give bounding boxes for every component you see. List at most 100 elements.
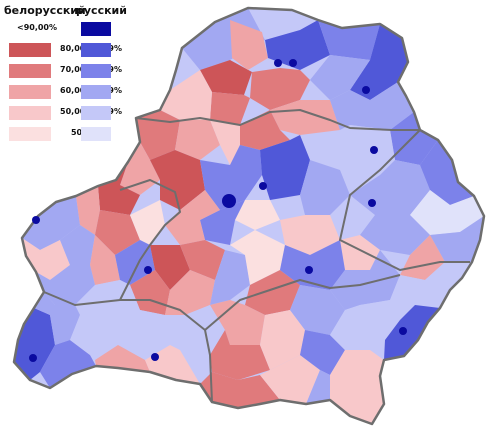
district — [430, 216, 484, 262]
district — [95, 210, 140, 255]
district — [330, 300, 400, 350]
district — [75, 280, 140, 320]
legend-heading-belarusian: белорусский — [4, 4, 86, 17]
legend-row: 50,00%< — [0, 127, 170, 143]
district — [120, 142, 160, 195]
district — [318, 20, 380, 60]
district — [310, 55, 370, 100]
region-border — [204, 274, 401, 331]
legend-swatch-russian — [81, 22, 111, 36]
district — [330, 125, 395, 175]
district — [90, 235, 120, 285]
legend-swatch-russian — [81, 106, 111, 120]
district — [165, 190, 220, 245]
legend-row: 60,00-69,99% — [0, 85, 170, 101]
district — [40, 340, 96, 388]
city-marker — [274, 59, 282, 67]
region-border — [135, 109, 420, 131]
district — [182, 8, 265, 70]
district — [200, 145, 262, 210]
legend-swatch-russian — [81, 85, 111, 99]
city-marker — [144, 266, 152, 274]
legend-row: 80,00-89,99% — [0, 43, 170, 59]
district — [230, 230, 285, 285]
city-marker — [32, 216, 40, 224]
district — [180, 240, 225, 280]
legend-swatch-belarusian — [9, 127, 51, 141]
district — [280, 215, 340, 255]
city-marker — [29, 354, 37, 362]
district — [98, 162, 140, 215]
district — [245, 270, 300, 315]
region-border — [339, 129, 470, 271]
district — [270, 100, 340, 135]
district — [300, 160, 350, 215]
legend-heading-russian: русский — [76, 4, 127, 17]
district — [150, 150, 205, 210]
district — [175, 120, 220, 160]
district — [384, 305, 440, 360]
legend-swatch-russian — [81, 43, 111, 57]
district — [280, 240, 345, 290]
district — [130, 200, 165, 245]
district — [200, 372, 280, 408]
district — [360, 215, 430, 255]
district — [210, 120, 240, 165]
district — [260, 135, 310, 200]
legend-row: 70,00-79,99% — [0, 64, 170, 80]
district — [60, 225, 95, 265]
city-marker — [362, 86, 370, 94]
district — [160, 70, 212, 120]
district — [330, 350, 384, 424]
city-marker — [151, 353, 159, 361]
legend-swatch-belarusian — [9, 64, 51, 78]
district — [306, 370, 330, 404]
district — [330, 82, 414, 130]
city-marker — [259, 182, 267, 190]
district — [250, 68, 310, 110]
district — [235, 200, 280, 230]
district — [390, 262, 472, 308]
region-border — [43, 179, 181, 306]
district — [76, 186, 100, 235]
region-borders — [43, 109, 470, 403]
district — [34, 292, 80, 345]
district — [260, 310, 305, 370]
city-markers — [29, 59, 407, 362]
district — [200, 200, 245, 245]
city-marker — [305, 266, 313, 274]
legend-swatch-belarusian — [9, 106, 51, 120]
district — [265, 20, 330, 70]
country-border — [12, 6, 486, 426]
district — [210, 250, 250, 305]
district — [22, 238, 70, 280]
district — [230, 20, 268, 70]
district — [22, 196, 80, 250]
city-marker — [289, 59, 297, 67]
legend-swatch-belarusian — [9, 43, 51, 57]
region-border — [120, 299, 213, 403]
legend-row-label: <90,00% — [16, 23, 58, 32]
district — [260, 355, 320, 404]
legend-row: <90,00% — [0, 22, 170, 38]
district — [210, 300, 265, 345]
district — [390, 112, 438, 165]
district — [150, 245, 190, 290]
district — [70, 315, 118, 360]
city-marker — [370, 146, 378, 154]
district — [290, 285, 345, 335]
district — [420, 140, 474, 205]
district — [410, 190, 484, 235]
city-marker — [368, 199, 376, 207]
district — [210, 330, 270, 380]
legend-swatch-russian — [81, 127, 111, 141]
city-marker — [399, 327, 407, 335]
district — [165, 270, 215, 315]
district — [95, 345, 150, 372]
district — [110, 310, 170, 360]
district — [210, 92, 250, 125]
district — [340, 235, 380, 270]
legend-row: 50,00-59,99% — [0, 106, 170, 122]
legend-swatch-belarusian — [9, 85, 51, 99]
